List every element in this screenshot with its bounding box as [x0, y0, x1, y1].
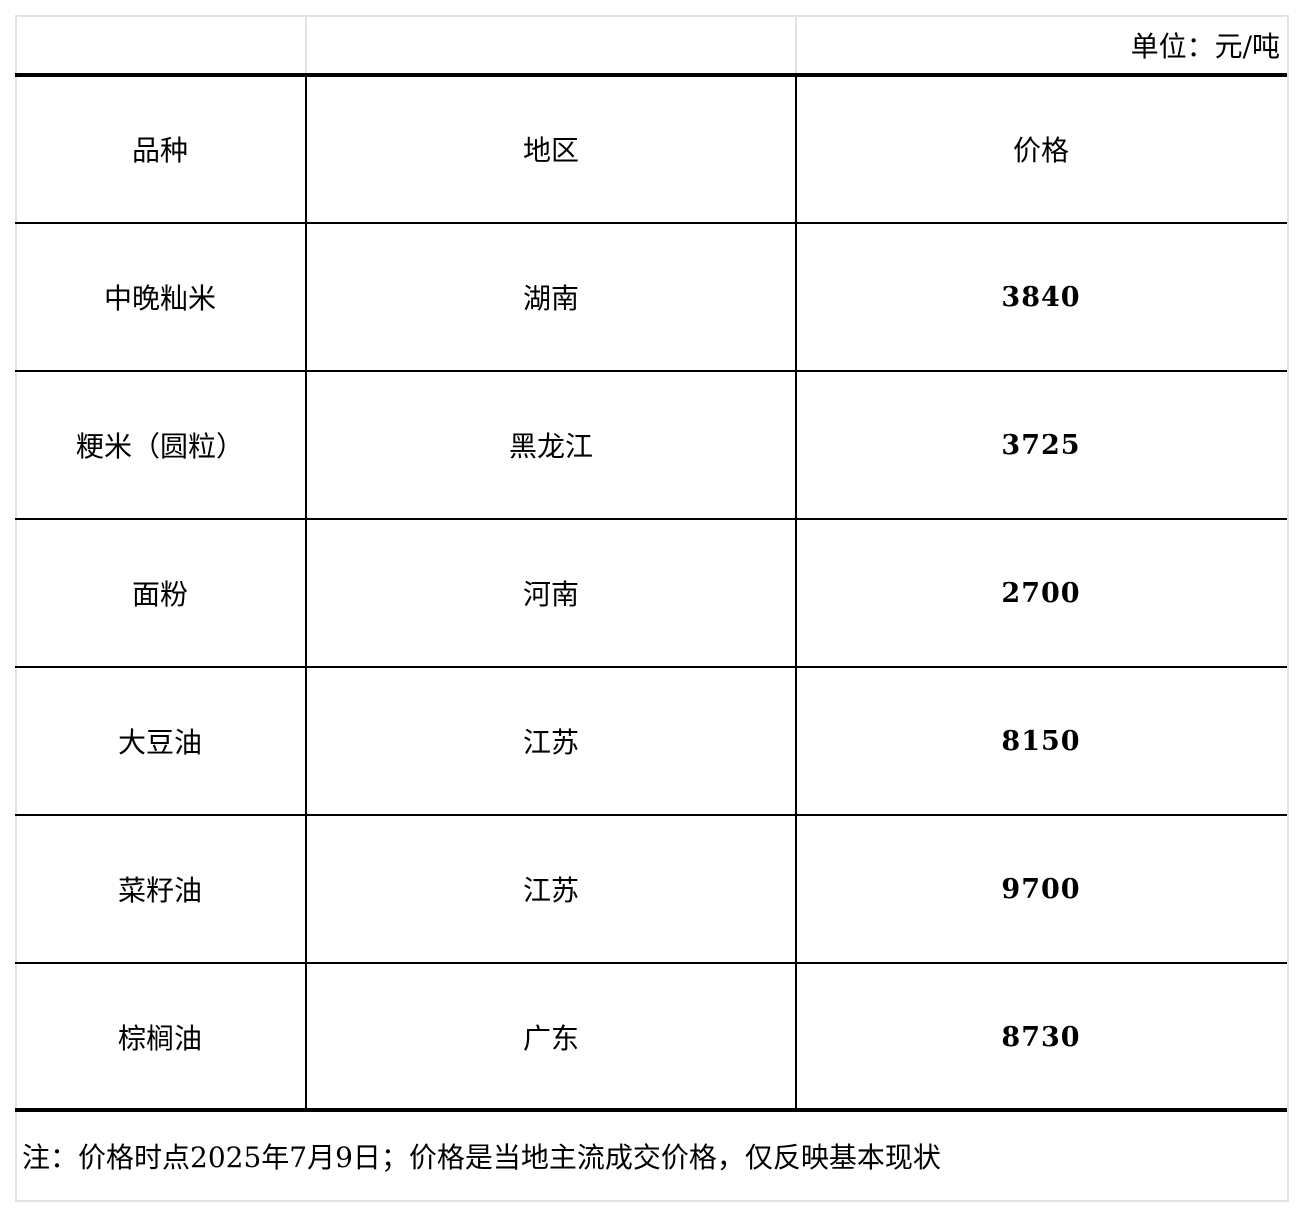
row-divider: [15, 666, 1287, 668]
header-region: 地区: [522, 134, 579, 167]
cell-variety: 菜籽油: [117, 874, 202, 907]
table-frame: [15, 15, 1289, 1202]
cell-variety: 粳米（圆粒）: [75, 430, 244, 463]
cell-region: 江苏: [522, 726, 579, 759]
cell-price: 8150: [1001, 725, 1081, 757]
header-top-rule: [15, 73, 1287, 77]
cell-variety: 大豆油: [117, 726, 202, 759]
cell-price: 3840: [1001, 281, 1081, 313]
cell-region: 河南: [522, 578, 579, 611]
cell-price: 3725: [1001, 429, 1081, 461]
cell-price: 9700: [1001, 873, 1081, 905]
cell-variety: 面粉: [131, 578, 188, 611]
footnote: 注：价格时点2025年7月9日；价格是当地主流成交价格，仅反映基本现状: [22, 1141, 941, 1174]
cell-price: 2700: [1001, 577, 1081, 609]
column-divider: [305, 75, 307, 1110]
cell-variety: 中晚籼米: [103, 282, 216, 315]
row-divider: [15, 518, 1287, 520]
row-divider: [15, 222, 1287, 224]
cell-variety: 棕榈油: [117, 1022, 202, 1055]
unit-label: 单位：元/吨: [1130, 30, 1280, 63]
column-divider: [795, 75, 797, 1110]
table-bottom-rule: [15, 1108, 1287, 1112]
row-divider: [15, 814, 1287, 816]
cell-region: 广东: [522, 1022, 579, 1055]
column-divider: [795, 15, 797, 75]
row-divider: [15, 370, 1287, 372]
header-variety: 品种: [131, 134, 188, 167]
cell-region: 黑龙江: [508, 430, 593, 463]
cell-region: 江苏: [522, 874, 579, 907]
cell-price: 8730: [1001, 1021, 1081, 1053]
header-price: 价格: [1012, 134, 1069, 167]
cell-region: 湖南: [522, 282, 579, 315]
column-divider: [305, 15, 307, 75]
row-divider: [15, 962, 1287, 964]
